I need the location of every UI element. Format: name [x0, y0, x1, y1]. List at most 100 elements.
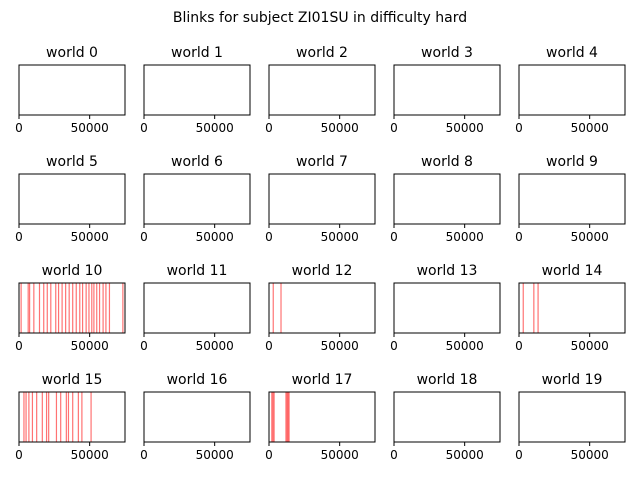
subplot-title: world 6 [171, 154, 223, 170]
x-tick-label: 50000 [571, 339, 609, 353]
subplot-title: world 10 [42, 263, 103, 279]
subplot-world-17: world 17 0 50000 [265, 372, 376, 462]
subplot-title: world 12 [292, 263, 353, 279]
subplot-title: world 11 [167, 263, 228, 279]
axes-frame [268, 391, 376, 443]
figure-title: Blinks for subject ZI01SU in difficulty … [173, 10, 467, 26]
axes-frame [393, 391, 501, 443]
x-tick-label: 50000 [321, 339, 359, 353]
subplot-title: world 13 [417, 263, 478, 279]
x-tick-label: 0 [15, 339, 23, 353]
axes-frame [18, 64, 126, 116]
axes-frame [143, 64, 251, 116]
x-tick-label: 0 [140, 339, 148, 353]
subplot-world-7: world 7 0 50000 [265, 154, 376, 244]
subplot-title: world 15 [42, 372, 103, 388]
axes-frame [518, 282, 626, 334]
subplot-world-5: world 5 0 50000 [15, 154, 126, 244]
x-tick-label: 50000 [446, 121, 484, 135]
axes-frame [393, 173, 501, 225]
x-tick-label: 0 [515, 230, 523, 244]
x-tick-label: 0 [140, 121, 148, 135]
x-tick-label: 50000 [571, 448, 609, 462]
subplot-title: world 9 [546, 154, 598, 170]
subplot-title: world 19 [542, 372, 603, 388]
subplot-title: world 5 [46, 154, 98, 170]
subplot-title: world 1 [171, 45, 223, 61]
subplot-title: world 4 [546, 45, 598, 61]
axes-frame [393, 64, 501, 116]
x-tick-label: 50000 [71, 339, 109, 353]
subplot-world-9: world 9 0 50000 [515, 154, 626, 244]
x-tick-label: 50000 [571, 230, 609, 244]
subplot-world-4: world 4 0 50000 [515, 45, 626, 135]
x-tick-label: 0 [390, 121, 398, 135]
subplot-world-19: world 19 0 50000 [515, 372, 626, 462]
axes-frame [143, 282, 251, 334]
x-tick-label: 0 [265, 230, 273, 244]
x-tick-label: 50000 [196, 230, 234, 244]
subplot-world-14: world 14 0 50000 [515, 263, 626, 353]
x-tick-label: 0 [390, 339, 398, 353]
axes-frame [518, 173, 626, 225]
subplot-world-11: world 11 0 50000 [140, 263, 251, 353]
axes-frame [18, 173, 126, 225]
subplot-title: world 7 [296, 154, 348, 170]
axes-frame [393, 282, 501, 334]
subplot-world-6: world 6 0 50000 [140, 154, 251, 244]
axes-frame [143, 173, 251, 225]
x-tick-label: 0 [265, 121, 273, 135]
x-tick-label: 50000 [71, 448, 109, 462]
x-tick-label: 0 [265, 448, 273, 462]
x-tick-label: 50000 [571, 121, 609, 135]
subplot-title: world 16 [167, 372, 228, 388]
subplot-world-13: world 13 0 50000 [390, 263, 501, 353]
axes-frame [268, 64, 376, 116]
axes-frame [268, 173, 376, 225]
x-tick-label: 50000 [196, 448, 234, 462]
subplot-world-10: world 10 0 50000 [15, 263, 126, 353]
x-tick-label: 0 [265, 339, 273, 353]
x-tick-label: 50000 [321, 448, 359, 462]
x-tick-label: 50000 [321, 230, 359, 244]
subplot-title: world 3 [421, 45, 473, 61]
subplot-world-12: world 12 0 50000 [265, 263, 376, 353]
x-tick-label: 0 [515, 339, 523, 353]
subplot-title: world 18 [417, 372, 478, 388]
subplot-title: world 8 [421, 154, 473, 170]
axes-frame [268, 282, 376, 334]
x-tick-label: 50000 [446, 230, 484, 244]
subplot-title: world 0 [46, 45, 98, 61]
x-tick-label: 50000 [446, 448, 484, 462]
subplot-world-18: world 18 0 50000 [390, 372, 501, 462]
x-tick-label: 0 [390, 230, 398, 244]
x-tick-label: 0 [515, 448, 523, 462]
x-tick-label: 50000 [321, 121, 359, 135]
x-tick-label: 0 [515, 121, 523, 135]
x-tick-label: 50000 [196, 339, 234, 353]
axes-frame [18, 391, 126, 443]
x-tick-label: 50000 [71, 121, 109, 135]
x-tick-label: 50000 [196, 121, 234, 135]
subplot-world-0: world 0 0 50000 [15, 45, 126, 135]
x-tick-label: 0 [140, 230, 148, 244]
x-tick-label: 0 [140, 448, 148, 462]
axes-frame [518, 391, 626, 443]
axes-frame [518, 64, 626, 116]
subplot-title: world 17 [292, 372, 353, 388]
x-tick-label: 50000 [71, 230, 109, 244]
subplot-world-1: world 1 0 50000 [140, 45, 251, 135]
subplot-world-15: world 15 0 50000 [15, 372, 126, 462]
x-tick-label: 50000 [446, 339, 484, 353]
axes-frame [143, 391, 251, 443]
subplot-world-3: world 3 0 50000 [390, 45, 501, 135]
x-tick-label: 0 [390, 448, 398, 462]
x-tick-label: 0 [15, 121, 23, 135]
subplot-title: world 14 [542, 263, 603, 279]
subplot-world-16: world 16 0 50000 [140, 372, 251, 462]
x-tick-label: 0 [15, 448, 23, 462]
x-tick-label: 0 [15, 230, 23, 244]
subplot-world-8: world 8 0 50000 [390, 154, 501, 244]
